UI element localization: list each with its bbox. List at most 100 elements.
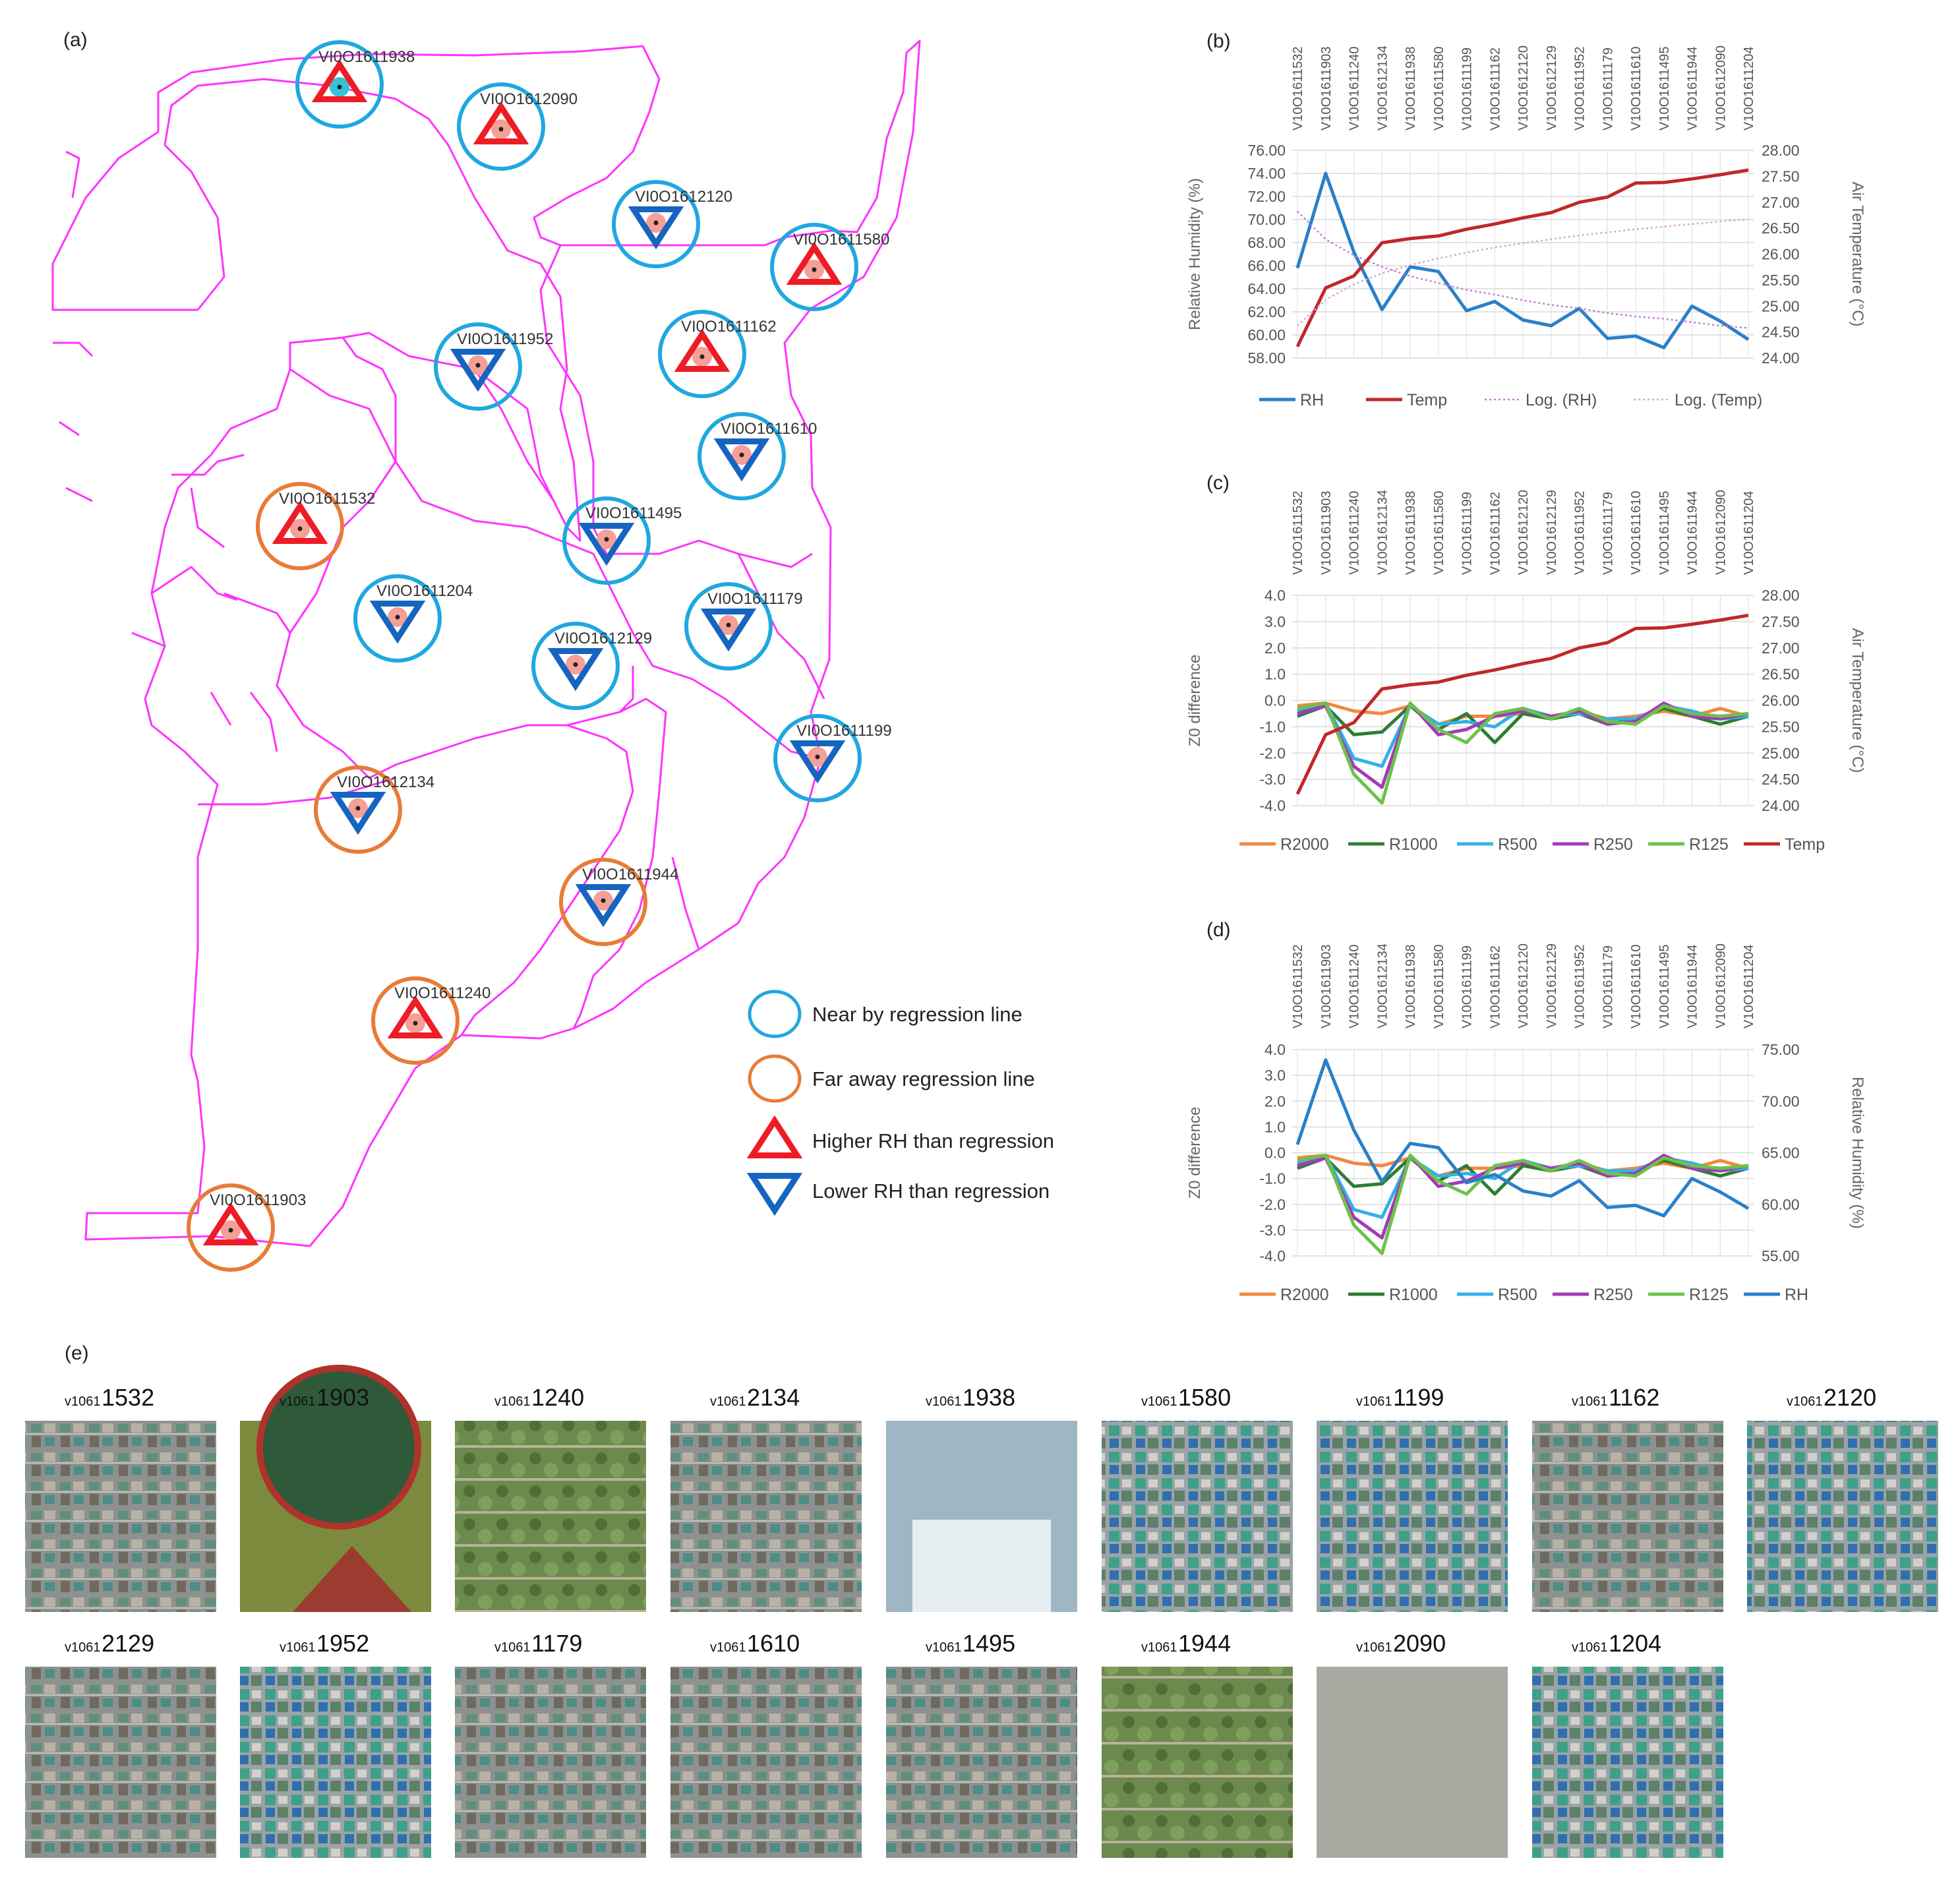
y-tick-label: 70.00 xyxy=(1247,211,1286,228)
station-VI0O1611162: VI0O1611162 xyxy=(658,310,777,398)
y-tick-label: 1.0 xyxy=(1264,666,1286,683)
station-label: VI0O1612129 xyxy=(554,630,652,647)
category-label: V10O1612120 xyxy=(1516,943,1531,1028)
station-VI0O1611903: VI0O1611903 xyxy=(187,1183,306,1272)
chart-b: 58.00 60.00 62.00 64.00 66.00 68.00 70.00 72.00… xyxy=(1186,45,1866,409)
aerial-thumb-1179: v1061 1179 xyxy=(455,1630,646,1858)
y2-axis-title: Air Temperature (°C) xyxy=(1849,628,1866,773)
station-label: VI0O1611204 xyxy=(376,582,473,600)
baseball-field xyxy=(293,1546,411,1612)
aerial-id-prefix: v1061 xyxy=(1141,1394,1177,1409)
aerial-id-number: 1938 xyxy=(963,1384,1015,1411)
aerial-thumb-1495: v1061 1495 xyxy=(886,1630,1077,1858)
station-label: VI0O1612090 xyxy=(480,90,578,108)
aerial-id-number: 1532 xyxy=(102,1384,154,1411)
station-VI0O1611952: VI0O1611952 xyxy=(434,322,553,411)
category-label: V10O1611610 xyxy=(1629,944,1644,1028)
triangle-higher xyxy=(387,995,444,1038)
aerial-id-number: 1610 xyxy=(747,1630,800,1657)
aerial-thumb-1199: v1061 1199 xyxy=(1317,1384,1508,1612)
aerial-id-prefix: v1061 xyxy=(280,1640,316,1655)
legend-far: Far away regression line xyxy=(748,1054,1035,1103)
triangle-lower xyxy=(450,349,506,392)
y-tick-label: -4.0 xyxy=(1259,797,1286,814)
aerial-id-number: 1580 xyxy=(1178,1384,1231,1411)
legend-label: R1000 xyxy=(1389,835,1438,854)
panel-label-c: (c) xyxy=(1206,472,1230,494)
station-markers: VI0O1611938 VI0O1612090 VI0O1612120 VI0O161… xyxy=(187,40,892,1272)
category-label: V10O1611240 xyxy=(1348,491,1362,575)
aerial-thumb-1204: v1061 1204 xyxy=(1532,1630,1723,1858)
station-point xyxy=(413,1021,418,1026)
boundary-inner-5 xyxy=(198,777,396,806)
aerial-image-grid: v1061 1532 v1061 1903 v1061 1240 v1061 2134 v106… xyxy=(25,1365,1938,1858)
category-label: V10O1611532 xyxy=(1291,491,1305,575)
station-VI0O1611532: VI0O1611532 xyxy=(256,482,375,570)
series-r125 xyxy=(1297,1153,1749,1255)
category-label: V10O1611938 xyxy=(1404,46,1418,131)
ring-near xyxy=(698,412,786,500)
category-label: V10O1611944 xyxy=(1686,46,1700,131)
y-tick-label: -1.0 xyxy=(1259,718,1286,735)
series-r125 xyxy=(1297,701,1749,805)
factory-roof xyxy=(912,1520,1051,1612)
category-label: V10O1611938 xyxy=(1404,944,1418,1028)
category-label: V10O1611952 xyxy=(1573,944,1588,1028)
panel-label-b: (b) xyxy=(1206,30,1231,52)
chart-c: -4.0 -3.0 -2.0 -1.0 0.0 1.0 2.0 3.0 4.0 24.00 24.5… xyxy=(1186,490,1866,854)
aerial-id-prefix: v1061 xyxy=(1572,1640,1608,1655)
station-VI0O1611204: VI0O1611204 xyxy=(353,574,473,663)
map-legend: Near by regression line Far away regressi… xyxy=(746,990,1054,1216)
category-label: V10O1611199 xyxy=(1460,47,1475,131)
aerial-id-prefix: v1061 xyxy=(926,1640,962,1655)
aerial-image xyxy=(886,1667,1077,1858)
y-tick-label: 76.00 xyxy=(1247,142,1286,159)
triangle-lower xyxy=(700,609,757,652)
category-label: V10O1612090 xyxy=(1713,490,1728,575)
category-label: V10O1611903 xyxy=(1319,944,1334,1028)
triangle-lower xyxy=(547,648,604,692)
y-tick-label: 2.0 xyxy=(1264,1092,1286,1110)
legend-lower-triangle xyxy=(746,1173,803,1216)
y-tick-label: -3.0 xyxy=(1259,1222,1286,1239)
aerial-id-number: 1204 xyxy=(1609,1630,1661,1657)
triangle-lower xyxy=(628,206,684,250)
aerial-image xyxy=(455,1421,646,1612)
station-point xyxy=(395,614,400,620)
station-point xyxy=(739,452,744,458)
y2-tick-label: 24.00 xyxy=(1762,797,1800,814)
aerial-thumb-1240: v1061 1240 xyxy=(455,1384,646,1612)
category-label: V10O1611495 xyxy=(1657,944,1672,1028)
category-label: V10O1611495 xyxy=(1657,46,1672,131)
station-point xyxy=(604,537,609,542)
category-label: V10O1611204 xyxy=(1742,944,1756,1028)
station-label: VI0O1611240 xyxy=(394,984,490,1002)
category-label: V10O1611944 xyxy=(1686,944,1700,1028)
aerial-id-prefix: v1061 xyxy=(494,1640,531,1655)
panel-label-a: (a) xyxy=(63,29,88,51)
aerial-id-prefix: v1061 xyxy=(1141,1640,1177,1655)
aerial-id-prefix: v1061 xyxy=(1787,1394,1823,1409)
legend-label: R125 xyxy=(1689,1286,1729,1304)
y2-tick-label: 24.00 xyxy=(1762,349,1800,367)
ring-near xyxy=(434,322,522,411)
aerial-id-number: 2134 xyxy=(747,1384,800,1411)
aerial-id-prefix: v1061 xyxy=(65,1640,101,1655)
y2-tick-label: 26.00 xyxy=(1762,692,1800,709)
aerial-image xyxy=(670,1421,862,1612)
legend-label: Log. (Temp) xyxy=(1675,391,1762,409)
boundary-inner-8 xyxy=(342,337,397,462)
port-piers xyxy=(131,454,291,752)
y-tick-label: 64.00 xyxy=(1247,280,1286,297)
station-point xyxy=(337,84,342,90)
station-point xyxy=(475,363,481,368)
ring-far xyxy=(559,858,647,946)
y2-tick-label: 28.00 xyxy=(1762,587,1800,604)
category-label: V10O1612120 xyxy=(1516,490,1531,575)
aerial-image xyxy=(455,1667,646,1858)
boundary-inner-10 xyxy=(671,856,700,950)
category-label: V10O1611179 xyxy=(1601,945,1615,1028)
y2-tick-label: 26.00 xyxy=(1762,246,1800,263)
aerial-id-prefix: v1061 xyxy=(65,1394,101,1409)
station-point xyxy=(699,354,705,359)
